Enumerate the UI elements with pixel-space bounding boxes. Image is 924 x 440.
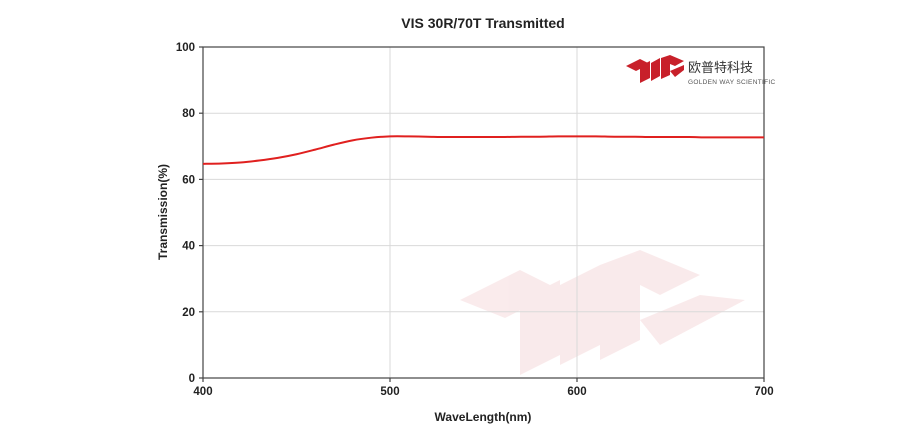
watermark-logo [460, 250, 745, 375]
brand-logo: 欧普特科技 GOLDEN WAY SCIENTIFIC [626, 55, 775, 86]
y-tick-label: 100 [176, 42, 195, 54]
series-line [202, 135, 764, 165]
y-tick-label: 20 [182, 307, 195, 319]
y-tick-labels: 0 20 40 60 80 100 [176, 42, 195, 385]
x-axis-label: WaveLength(nm) [435, 410, 532, 424]
y-axis-label: Transmission(%) [156, 164, 170, 260]
series-group [202, 135, 764, 165]
grid-lines [203, 47, 764, 378]
plot-frame [202, 46, 765, 379]
x-tick-label: 500 [380, 386, 399, 398]
x-tick-label: 700 [754, 386, 773, 398]
brand-name-cn: 欧普特科技 [688, 61, 753, 76]
x-tick-label: 400 [193, 386, 212, 398]
brand-name-en: GOLDEN WAY SCIENTIFIC [688, 79, 775, 86]
y-tick-label: 80 [182, 108, 195, 120]
x-tick-labels: 400 500 600 700 [193, 386, 773, 398]
x-tick-label: 600 [567, 386, 586, 398]
brand-logo-mark [626, 55, 684, 83]
y-tick-label: 40 [182, 241, 195, 253]
y-tick-label: 0 [189, 373, 195, 385]
y-tick-label: 60 [182, 174, 195, 186]
chart-title: VIS 30R/70T Transmitted [401, 15, 564, 31]
axis-ticks [199, 46, 765, 382]
